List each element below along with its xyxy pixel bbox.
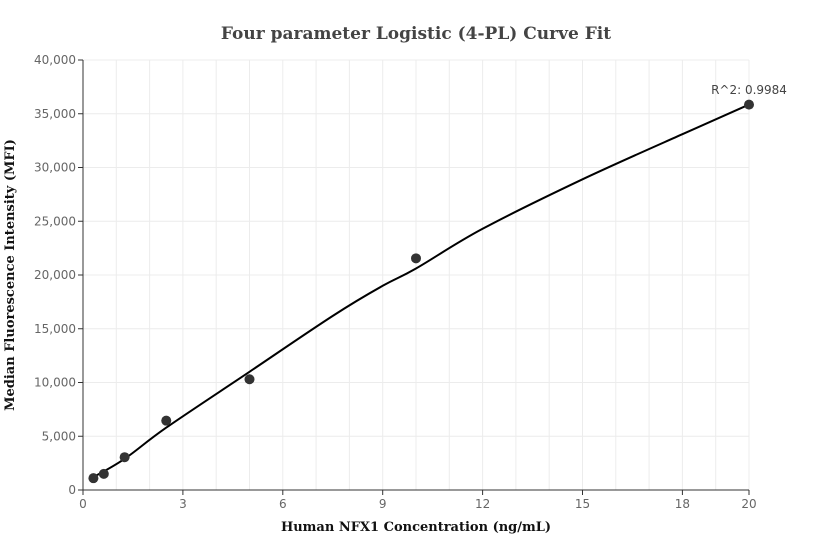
x-tick-label: 6 [279, 497, 287, 511]
x-tick-label: 15 [575, 497, 590, 511]
data-point[interactable] [88, 473, 99, 484]
r-squared-annotation: R^2: 0.9984 [711, 83, 787, 97]
data-point[interactable] [244, 374, 255, 385]
y-tick-label: 0 [68, 483, 76, 497]
data-point[interactable] [119, 452, 130, 463]
x-axis-title: Human NFX1 Concentration (ng/mL) [281, 520, 551, 535]
y-tick-label: 15,000 [34, 322, 76, 336]
data-point[interactable] [744, 99, 754, 110]
data-point[interactable] [98, 468, 109, 479]
y-tick-label: 25,000 [34, 214, 76, 228]
data-point[interactable] [411, 253, 421, 264]
y-tick-label: 5,000 [42, 429, 76, 443]
y-tick-label: 40,000 [34, 53, 76, 67]
y-tick-label: 20,000 [34, 268, 76, 282]
x-tick-label: 0 [79, 497, 87, 511]
x-tick-label: 12 [475, 497, 490, 511]
fit-curve-line [92, 103, 750, 478]
x-tick-label: 20 [741, 497, 756, 511]
x-tick-label: 18 [675, 497, 690, 511]
chart-title: Four parameter Logistic (4-PL) Curve Fit [221, 24, 611, 44]
axes-layer: 0 5,000 10,000 15,000 20,000 25,000 30,000 35,0… [34, 53, 757, 511]
y-tick-label: 30,000 [34, 161, 76, 175]
fit-curve-layer [92, 103, 750, 478]
y-tick-label: 35,000 [34, 107, 76, 121]
data-points-layer [88, 99, 754, 484]
data-point[interactable] [161, 415, 172, 426]
y-tick-label: 10,000 [34, 376, 76, 390]
y-axis-title: Median Fluorescence Intensity (MFI) [3, 139, 18, 411]
grid-layer [82, 59, 750, 490]
x-tick-label: 9 [379, 497, 387, 511]
x-tick-label: 3 [179, 497, 187, 511]
